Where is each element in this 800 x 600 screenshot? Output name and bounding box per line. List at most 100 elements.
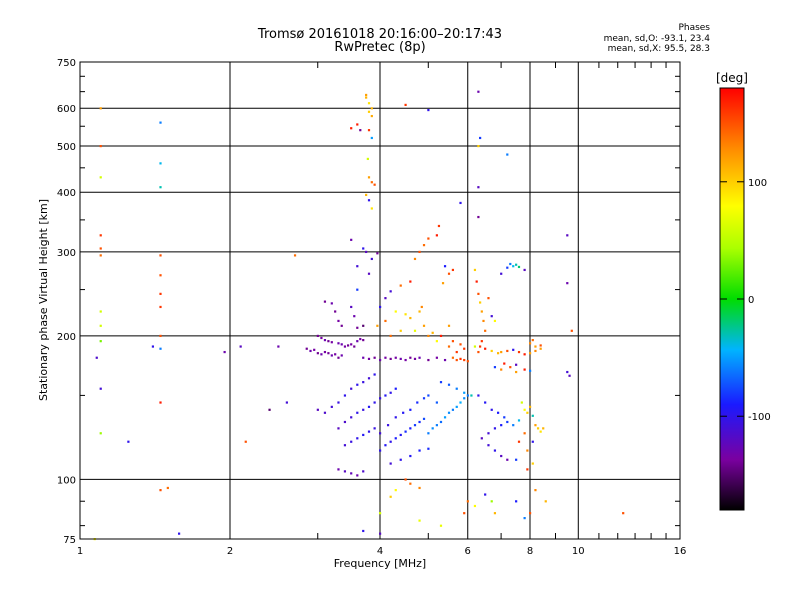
x-tick-label: 16: [674, 546, 687, 557]
data-point: [305, 347, 308, 350]
data-point: [455, 358, 458, 362]
data-point: [451, 356, 455, 359]
data-point: [373, 373, 376, 376]
data-point: [359, 129, 362, 132]
data-point: [362, 247, 365, 250]
data-point: [330, 341, 333, 344]
data-point: [159, 401, 162, 404]
data-point: [413, 424, 417, 427]
data-point: [506, 349, 509, 353]
data-point: [394, 437, 397, 440]
y-tick-label: 400: [57, 188, 76, 199]
data-point: [404, 313, 407, 316]
data-point: [343, 345, 347, 348]
data-point: [362, 408, 365, 411]
data-point: [367, 199, 371, 202]
data-point: [418, 310, 421, 313]
data-point: [166, 486, 169, 490]
data-point: [389, 495, 392, 498]
data-point: [531, 440, 534, 443]
data-point: [330, 302, 333, 305]
data-point: [99, 107, 102, 110]
data-point: [365, 193, 368, 197]
y-tick-label: 500: [57, 142, 76, 153]
colorbar-label: [deg]: [716, 71, 748, 85]
data-point: [463, 358, 466, 362]
data-point: [512, 265, 515, 268]
data-point: [350, 127, 353, 130]
data-point: [151, 345, 155, 348]
data-point: [362, 529, 365, 533]
data-point: [356, 123, 359, 126]
data-point: [367, 129, 371, 132]
data-point: [337, 427, 340, 430]
data-point: [343, 420, 347, 424]
data-point: [327, 352, 330, 355]
data-point: [544, 500, 547, 503]
data-point: [353, 345, 356, 348]
data-point: [517, 419, 521, 422]
data-point: [159, 254, 162, 257]
data-point: [362, 470, 365, 473]
data-point: [526, 468, 529, 471]
data-point: [309, 349, 312, 353]
data-point: [365, 96, 368, 99]
data-point: [379, 449, 382, 452]
data-point: [323, 300, 327, 303]
data-point: [413, 357, 417, 360]
data-point: [343, 444, 347, 447]
data-point: [466, 360, 469, 363]
data-point: [534, 489, 537, 492]
x-tick-label: 10: [572, 546, 585, 557]
data-point: [268, 408, 271, 411]
data-point: [365, 93, 368, 97]
data-point: [99, 234, 102, 237]
data-point: [330, 405, 333, 408]
data-point: [340, 354, 343, 357]
data-point: [409, 356, 412, 359]
data-point: [534, 349, 537, 353]
data-point: [418, 449, 421, 452]
data-point: [353, 315, 356, 318]
data-point: [346, 344, 350, 347]
data-point: [416, 401, 419, 404]
data-point: [479, 136, 482, 140]
data-point: [356, 383, 359, 386]
data-point: [473, 504, 477, 508]
data-point: [451, 340, 455, 343]
data-point: [536, 427, 540, 430]
data-point: [399, 458, 402, 461]
data-point: [570, 329, 573, 332]
grid: [80, 62, 680, 539]
data-point: [399, 433, 402, 437]
data-point: [99, 432, 102, 435]
data-point: [320, 336, 323, 340]
data-point: [343, 394, 347, 397]
data-points: [93, 90, 625, 541]
data-point: [463, 347, 466, 350]
data-point: [455, 405, 458, 408]
x-tick-label: 6: [465, 546, 471, 557]
data-point: [99, 387, 102, 390]
y-tick-label: 200: [57, 332, 76, 343]
data-point: [455, 350, 458, 354]
data-point: [529, 405, 532, 408]
data-point: [523, 432, 526, 435]
data-point: [95, 356, 98, 359]
data-point: [500, 424, 503, 427]
data-point: [362, 324, 365, 327]
data-point: [399, 357, 402, 360]
data-point: [418, 519, 421, 522]
data-point: [340, 324, 343, 327]
data-point: [455, 387, 458, 390]
x-tick-label: 8: [527, 546, 533, 557]
data-point: [99, 144, 102, 148]
data-point: [490, 500, 493, 503]
data-point: [480, 310, 483, 313]
data-point: [427, 358, 430, 362]
data-point: [356, 411, 359, 414]
data-point: [389, 462, 392, 465]
data-point: [422, 397, 426, 400]
data-point: [320, 353, 323, 356]
data-point: [435, 340, 438, 343]
